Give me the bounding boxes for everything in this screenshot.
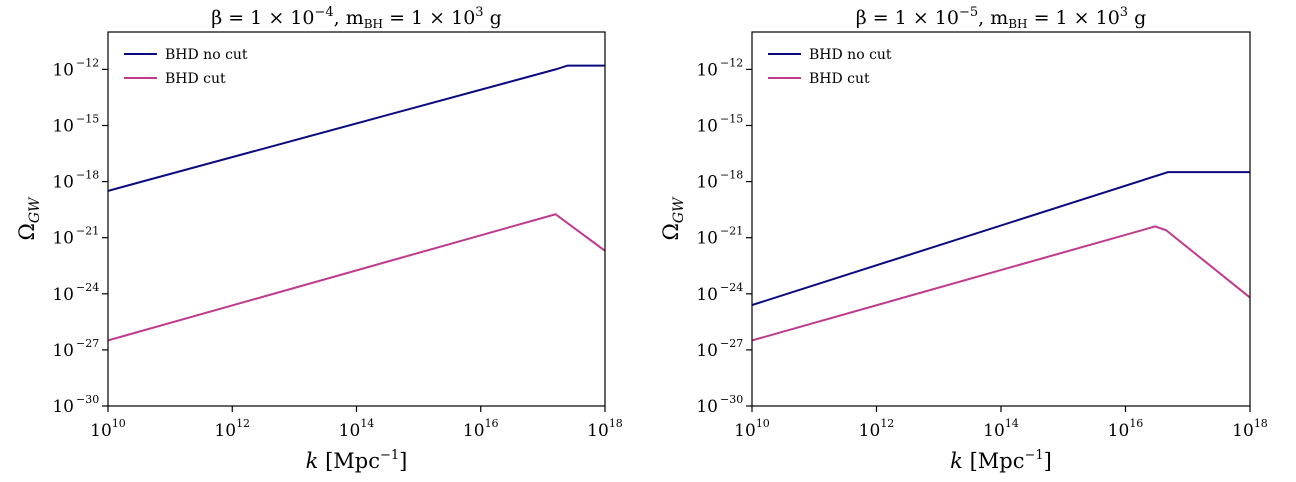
y-tick-label: 10	[696, 397, 718, 417]
plot-frame	[751, 31, 1251, 407]
y-tick-label: 10	[52, 285, 74, 305]
y-tick-label: 10	[696, 285, 718, 305]
y-tick-exponent: −12	[720, 56, 743, 69]
y-tick-label: 10	[52, 173, 74, 193]
chart-title: β = 1 × 10−5, mBH = 1 × 103 g	[856, 5, 1147, 31]
chart-panel-1: 1010 1012 1014 1016 101810−3010−2710−2410−21…	[15, 5, 623, 473]
y-tick-label: 10	[52, 60, 74, 80]
y-tick-exponent: −21	[76, 225, 99, 238]
x-tick-label: 1010	[734, 417, 770, 441]
x-tick-label: 1018	[587, 417, 623, 441]
legend: BHD no cut BHD cut	[768, 47, 892, 87]
y-axis-label: ΩGW	[15, 196, 43, 241]
y-tick-label: 10	[696, 117, 718, 137]
x-tick-label: 1014	[339, 417, 375, 441]
y-tick-label: 10	[696, 341, 718, 361]
y-tick-exponent: −12	[76, 56, 99, 69]
chart-title: β = 1 × 10−4, mBH = 1 × 103 g	[211, 5, 502, 31]
y-tick-label: 10	[696, 229, 718, 249]
y-tick-exponent: −21	[720, 225, 743, 238]
x-tick-label: 1016	[1108, 417, 1144, 441]
y-tick-label: 10	[52, 397, 74, 417]
legend: BHD no cut BHD cut	[124, 47, 248, 87]
x-tick-label: 1010	[90, 417, 126, 441]
series-line-bhd-cut	[752, 225, 1250, 342]
x-tick-label: 1012	[859, 417, 895, 441]
x-axis-label: k [Mpc−1]	[950, 448, 1052, 473]
y-tick-exponent: −15	[720, 113, 743, 126]
y-tick-exponent: −24	[720, 281, 743, 294]
y-tick-exponent: −27	[76, 337, 99, 350]
y-axis-label: ΩGW	[659, 196, 687, 241]
x-tick-label: 1014	[983, 417, 1019, 441]
legend-label: BHD cut	[809, 71, 870, 87]
y-tick-label: 10	[52, 341, 74, 361]
x-tick-label: 1016	[463, 417, 499, 441]
x-axis-label: k [Mpc−1]	[306, 448, 408, 473]
plot-frame	[107, 31, 606, 407]
legend-label: BHD cut	[165, 71, 226, 87]
y-tick-label: 10	[52, 117, 74, 137]
x-tick-label: 1018	[1232, 417, 1268, 441]
y-tick-exponent: −27	[720, 337, 743, 350]
y-tick-exponent: −30	[76, 393, 99, 406]
y-tick-exponent: −18	[76, 169, 99, 182]
y-tick-exponent: −24	[76, 281, 99, 294]
series-line-bhd-no-cut	[108, 64, 605, 192]
legend-label: BHD no cut	[165, 47, 248, 63]
x-tick-label: 1012	[214, 417, 250, 441]
chart-panel-2: 1010 1012 1014 1016 101810−3010−2710−2410−21…	[659, 5, 1268, 473]
y-tick-exponent: −18	[720, 169, 743, 182]
y-tick-label: 10	[696, 60, 718, 80]
y-tick-label: 10	[696, 173, 718, 193]
y-tick-exponent: −30	[720, 393, 743, 406]
legend-label: BHD no cut	[809, 47, 892, 63]
y-tick-exponent: −15	[76, 113, 99, 126]
series-line-bhd-cut	[108, 213, 605, 342]
y-tick-label: 10	[52, 229, 74, 249]
series-line-bhd-no-cut	[752, 171, 1250, 307]
